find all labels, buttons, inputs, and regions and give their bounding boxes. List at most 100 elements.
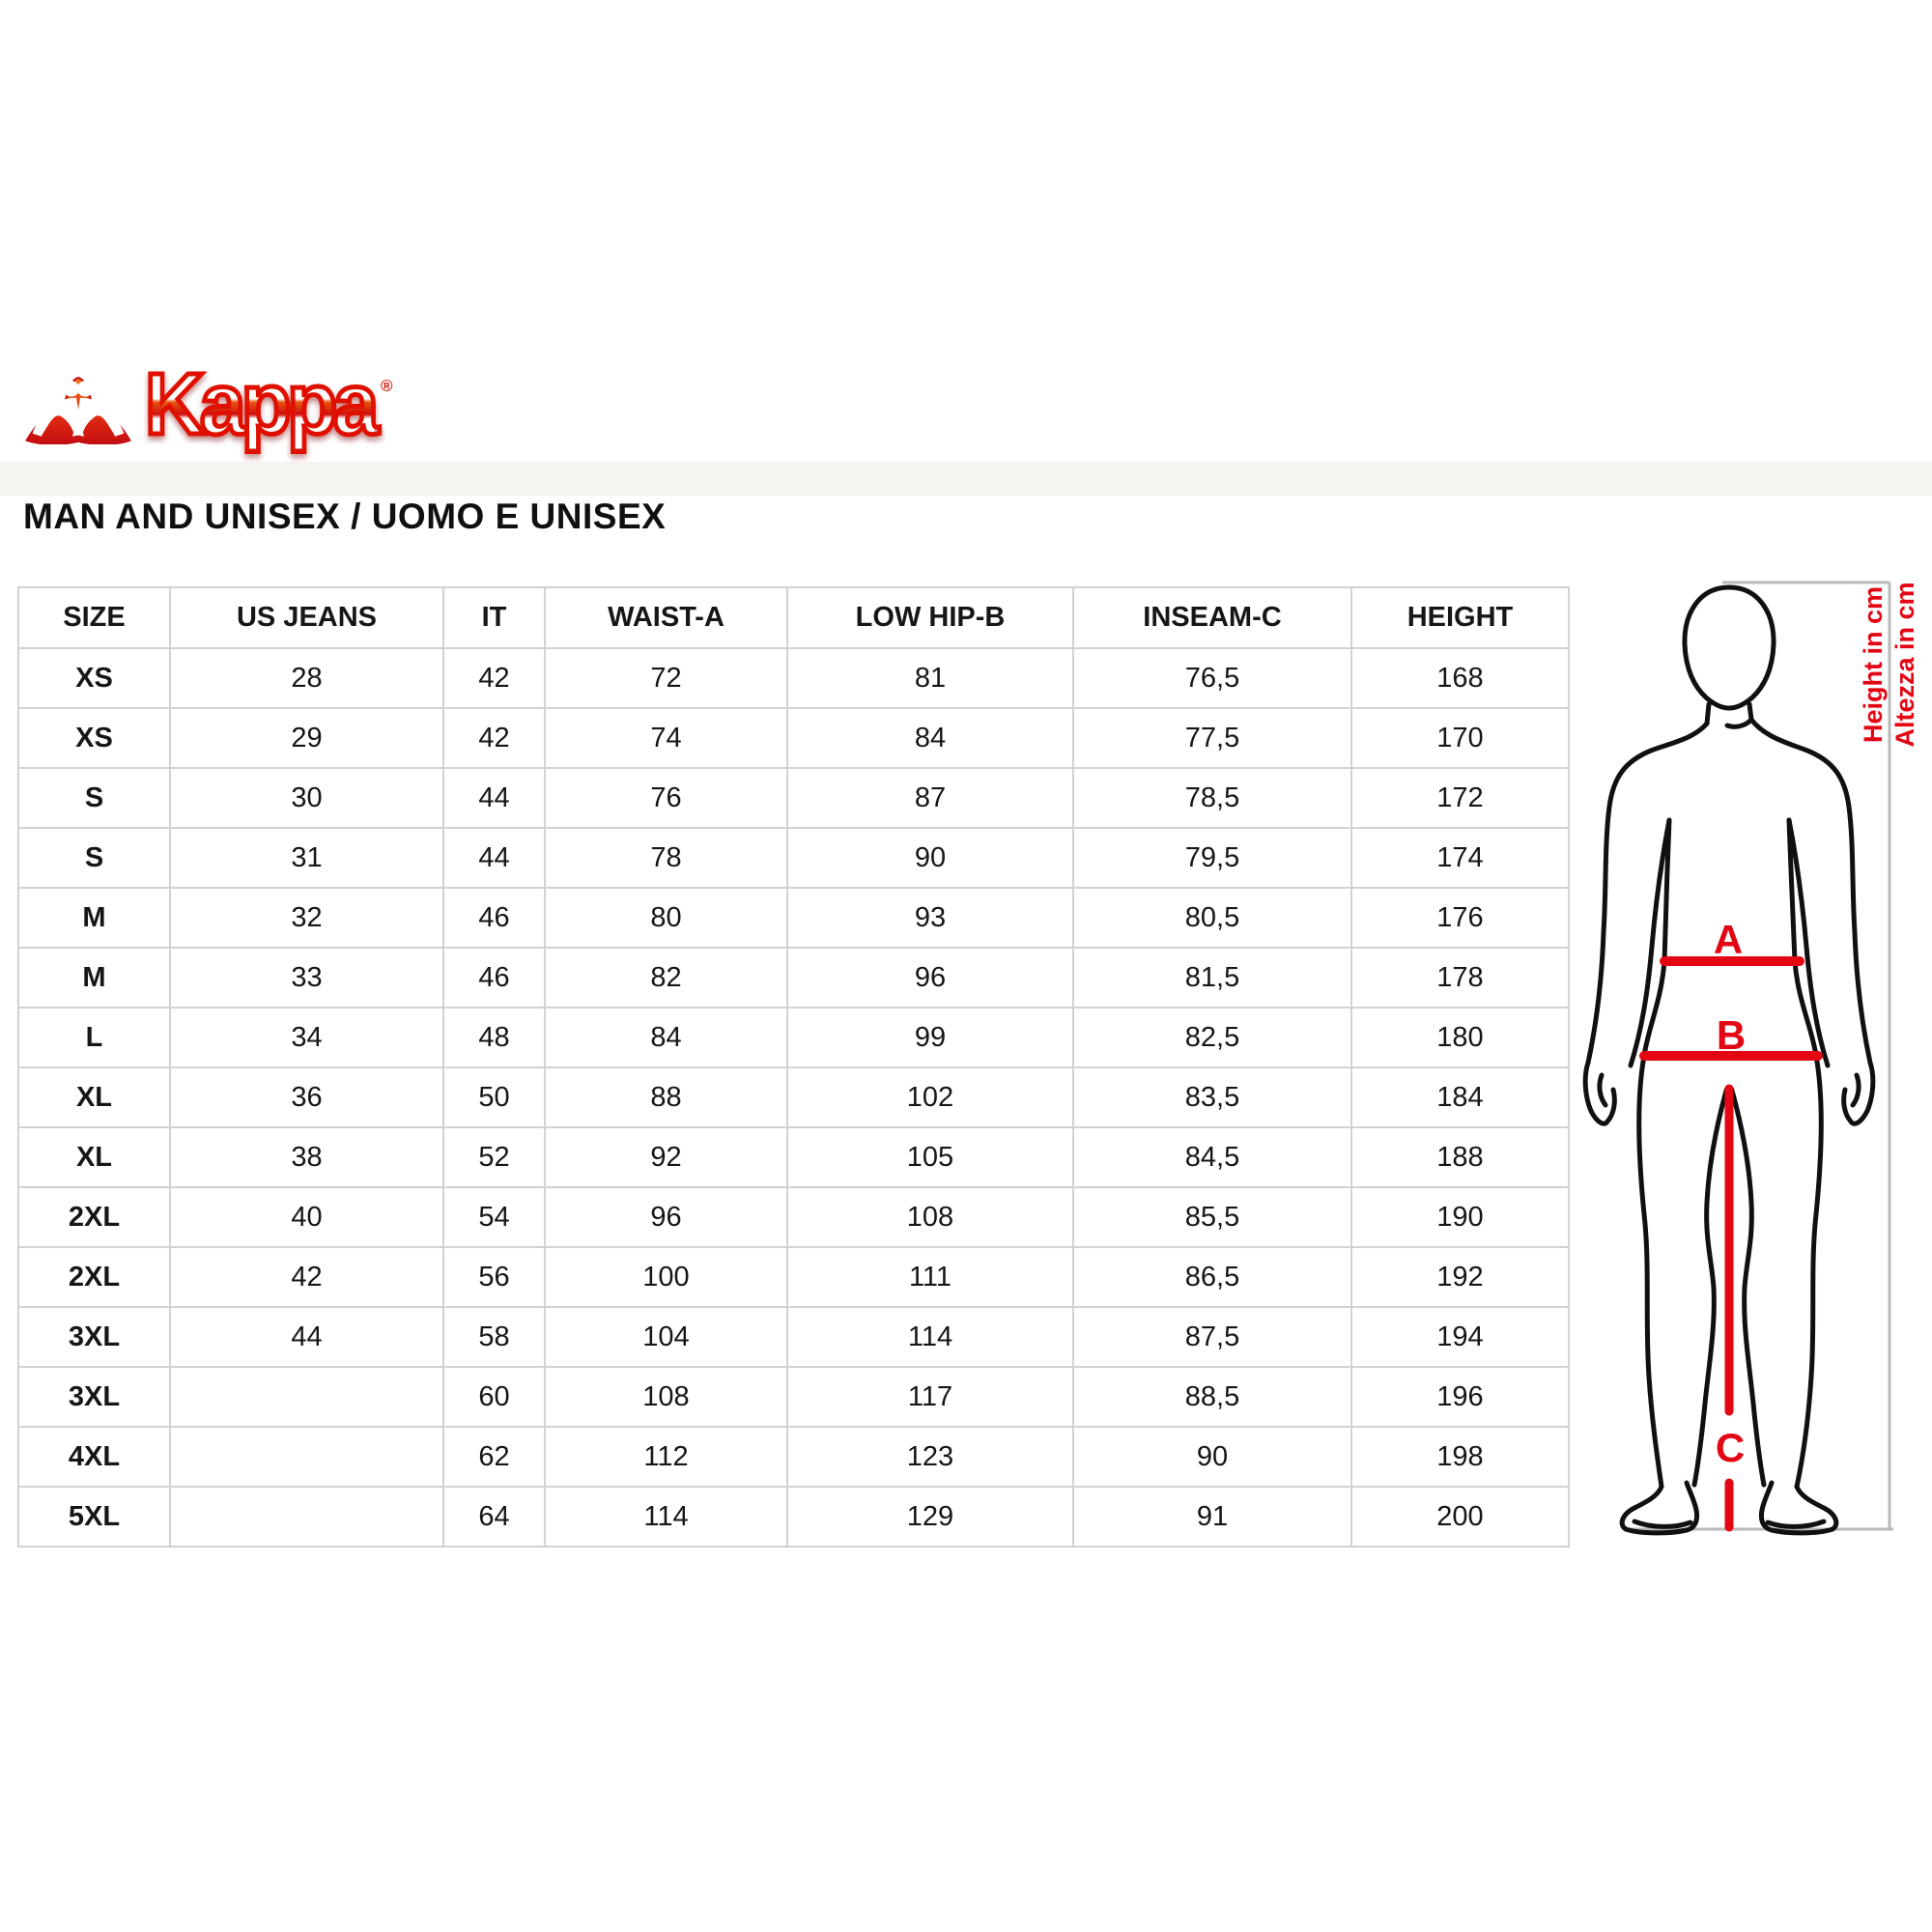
table-cell: 91 (1072, 1486, 1352, 1548)
table-cell: 198 (1350, 1426, 1570, 1488)
table-row: XL 38 52 92 105 84,5 188 (17, 1126, 1570, 1188)
table-row: XL 36 50 88 102 83,5 184 (17, 1066, 1570, 1128)
column-header: WAIST-A (544, 586, 788, 649)
table-cell: 82 (544, 947, 788, 1009)
table-cell: 190 (1350, 1186, 1570, 1248)
table-cell: 114 (786, 1306, 1074, 1368)
table-cell: 44 (442, 827, 546, 889)
column-header: US JEANS (169, 586, 444, 649)
inseam-label-c: C (1716, 1425, 1745, 1470)
table-cell: 30 (169, 767, 444, 829)
title-band-background (0, 462, 1932, 496)
table-row: 4XL 62 112 123 90 198 (17, 1426, 1570, 1488)
table-cell: 111 (786, 1246, 1074, 1308)
table-cell: 29 (169, 707, 444, 769)
table-cell: 114 (544, 1486, 788, 1548)
table-cell: 48 (442, 1007, 546, 1068)
table-cell: 64 (442, 1486, 546, 1548)
table-cell: 52 (442, 1126, 546, 1188)
table-cell: 33 (169, 947, 444, 1009)
table-cell: 42 (169, 1246, 444, 1308)
table-cell: XS (17, 647, 171, 709)
table-cell: 84,5 (1072, 1126, 1352, 1188)
table-cell: 87,5 (1072, 1306, 1352, 1368)
table-cell: 90 (786, 827, 1074, 889)
table-cell: 184 (1350, 1066, 1570, 1128)
table-cell: 196 (1350, 1366, 1570, 1428)
table-cell: 2XL (17, 1246, 171, 1308)
height-ruler-frame (1625, 581, 1893, 1531)
table-cell: 80,5 (1072, 887, 1352, 949)
table-row: M 32 46 80 93 80,5 176 (17, 887, 1570, 949)
column-header: IT (442, 586, 546, 649)
table-cell: 108 (544, 1366, 788, 1428)
table-cell: 78,5 (1072, 767, 1352, 829)
table-cell: 4XL (17, 1426, 171, 1488)
page-title: MAN AND UNISEX / UOMO E UNISEX (23, 497, 667, 536)
low-hip-label-b: B (1717, 1012, 1746, 1058)
column-header: HEIGHT (1350, 586, 1570, 649)
kappa-logo: Kappa ® (21, 359, 475, 466)
table-cell: 36 (169, 1066, 444, 1128)
table-cell: XL (17, 1126, 171, 1188)
table-cell (169, 1366, 444, 1428)
table-cell: 44 (169, 1306, 444, 1368)
table-cell: 96 (544, 1186, 788, 1248)
table-cell: 90 (1072, 1426, 1352, 1488)
table-cell: 180 (1350, 1007, 1570, 1068)
table-row: XS 28 42 72 81 76,5 168 (17, 647, 1570, 709)
table-cell: 93 (786, 887, 1074, 949)
table-row: S 30 44 76 87 78,5 172 (17, 767, 1570, 829)
table-body: XS 28 42 72 81 76,5 168 XS 29 42 74 84 77,5 170 S 30 44 7… (17, 647, 1570, 1548)
table-cell: 78 (544, 827, 788, 889)
table-cell: 42 (442, 647, 546, 709)
kappa-wordmark: Kappa (143, 356, 382, 453)
table-cell: 28 (169, 647, 444, 709)
kappa-omini-icon (25, 377, 131, 444)
table-cell: M (17, 947, 171, 1009)
table-cell: XL (17, 1066, 171, 1128)
table-cell: XS (17, 707, 171, 769)
table-cell: 168 (1350, 647, 1570, 709)
table-cell: 38 (169, 1126, 444, 1188)
table-row: 5XL 64 114 129 91 200 (17, 1486, 1570, 1548)
table-cell: 82,5 (1072, 1007, 1352, 1068)
table-cell: 58 (442, 1306, 546, 1368)
table-cell: 74 (544, 707, 788, 769)
table-row: L 34 48 84 99 82,5 180 (17, 1007, 1570, 1068)
table-cell: 87 (786, 767, 1074, 829)
table-cell: 34 (169, 1007, 444, 1068)
table-cell: 54 (442, 1186, 546, 1248)
table-header-row: SIZE US JEANS IT WAIST-A LOW HIP-B INSEAM-C HE… (17, 586, 1570, 649)
table-cell: 81,5 (1072, 947, 1352, 1009)
table-cell: 50 (442, 1066, 546, 1128)
table-cell: L (17, 1007, 171, 1068)
table-cell: 2XL (17, 1186, 171, 1248)
column-header: SIZE (17, 586, 171, 649)
table-cell: 60 (442, 1366, 546, 1428)
table-cell: 100 (544, 1246, 788, 1308)
table-cell: 42 (442, 707, 546, 769)
table-cell: 46 (442, 887, 546, 949)
table-cell: 83,5 (1072, 1066, 1352, 1128)
table-cell: 77,5 (1072, 707, 1352, 769)
height-note-it: Altezza in cm (1890, 582, 1919, 747)
table-cell: 46 (442, 947, 546, 1009)
table-cell: 56 (442, 1246, 546, 1308)
table-cell: 194 (1350, 1306, 1570, 1368)
table-cell: 172 (1350, 767, 1570, 829)
body-measurement-diagram: A B C Height in cm Altezza in cm (1582, 581, 1919, 1536)
table-cell: 102 (786, 1066, 1074, 1128)
height-note-en: Height in cm (1859, 586, 1888, 743)
column-header: LOW HIP-B (786, 586, 1074, 649)
table-cell: 3XL (17, 1306, 171, 1368)
table-cell: S (17, 767, 171, 829)
table-cell (169, 1426, 444, 1488)
table-cell: 129 (786, 1486, 1074, 1548)
table-cell: 200 (1350, 1486, 1570, 1548)
table-row: 3XL 44 58 104 114 87,5 194 (17, 1306, 1570, 1368)
omini-white-figures (32, 381, 125, 437)
height-notes: Height in cm Altezza in cm (1859, 582, 1919, 747)
table-cell: 40 (169, 1186, 444, 1248)
table-cell: 176 (1350, 887, 1570, 949)
